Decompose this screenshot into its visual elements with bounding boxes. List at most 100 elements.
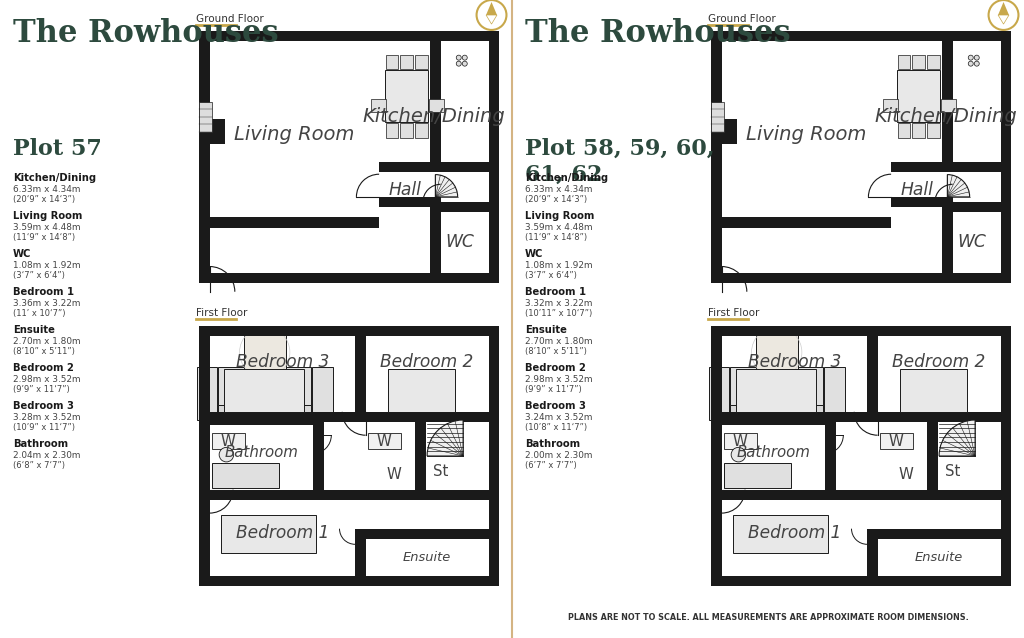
Text: W: W bbox=[899, 467, 913, 482]
Circle shape bbox=[462, 61, 467, 66]
Wedge shape bbox=[435, 175, 458, 197]
Text: Hall: Hall bbox=[900, 181, 933, 199]
Bar bbox=[730, 367, 823, 405]
Bar bbox=[371, 100, 386, 112]
Bar bbox=[867, 336, 878, 422]
Bar bbox=[197, 367, 217, 420]
Polygon shape bbox=[486, 15, 497, 24]
Text: 3.32m x 3.22m: 3.32m x 3.22m bbox=[524, 299, 592, 308]
Circle shape bbox=[457, 55, 461, 60]
Text: WC: WC bbox=[956, 234, 986, 251]
Text: Bedroom 2: Bedroom 2 bbox=[892, 353, 986, 371]
Text: St: St bbox=[945, 464, 961, 479]
Bar bbox=[199, 326, 499, 336]
Text: Bathroom: Bathroom bbox=[12, 439, 68, 449]
Text: 2.00m x 2.30m: 2.00m x 2.30m bbox=[524, 451, 592, 460]
Bar bbox=[312, 367, 333, 420]
Bar bbox=[224, 369, 304, 412]
Text: W: W bbox=[221, 434, 236, 449]
Text: First Floor: First Floor bbox=[708, 308, 759, 318]
Text: (9’9” x 11‘7”): (9’9” x 11‘7”) bbox=[12, 385, 70, 394]
Text: 6.33m x 4.34m: 6.33m x 4.34m bbox=[524, 185, 592, 194]
Bar bbox=[430, 212, 440, 272]
Bar bbox=[867, 539, 878, 575]
Bar bbox=[927, 123, 940, 138]
Bar bbox=[385, 70, 428, 122]
Text: 1.08m x 1.92m: 1.08m x 1.92m bbox=[12, 261, 81, 270]
Bar bbox=[199, 575, 499, 586]
Bar bbox=[1000, 326, 1011, 586]
Text: Kitchen/Dining: Kitchen/Dining bbox=[524, 173, 608, 183]
Text: (20‘9” x 14‘3”): (20‘9” x 14‘3”) bbox=[12, 195, 75, 204]
Circle shape bbox=[219, 447, 233, 462]
Bar bbox=[355, 529, 488, 539]
Bar bbox=[379, 197, 440, 207]
Bar bbox=[415, 55, 428, 69]
Wedge shape bbox=[947, 175, 970, 197]
Bar bbox=[736, 369, 816, 412]
Text: Ensuite: Ensuite bbox=[12, 325, 54, 335]
Text: 3.59m x 4.48m: 3.59m x 4.48m bbox=[12, 223, 81, 232]
Bar bbox=[730, 405, 823, 420]
Bar bbox=[313, 422, 324, 500]
Text: 2.70m x 1.80m: 2.70m x 1.80m bbox=[12, 337, 81, 346]
Text: 3.59m x 4.48m: 3.59m x 4.48m bbox=[524, 223, 593, 232]
Bar bbox=[199, 31, 499, 41]
Bar bbox=[429, 100, 444, 112]
Circle shape bbox=[974, 61, 979, 66]
Text: (11‘9” x 14‘8”): (11‘9” x 14‘8”) bbox=[524, 233, 587, 242]
Text: Kitchen/Dining: Kitchen/Dining bbox=[874, 107, 1017, 126]
Bar bbox=[386, 123, 398, 138]
Bar bbox=[488, 326, 499, 586]
Text: Bathroom: Bathroom bbox=[524, 439, 580, 449]
Polygon shape bbox=[486, 2, 497, 15]
Text: Plot 58, 59, 60,
61, 62: Plot 58, 59, 60, 61, 62 bbox=[524, 138, 715, 186]
Text: 3.36m x 3.22m: 3.36m x 3.22m bbox=[12, 299, 80, 308]
Text: Bedroom 2: Bedroom 2 bbox=[380, 353, 474, 371]
Bar bbox=[867, 529, 1000, 539]
Bar bbox=[212, 433, 245, 449]
Bar bbox=[199, 326, 210, 586]
Bar bbox=[400, 123, 413, 138]
Text: 2.04m x 2.30m: 2.04m x 2.30m bbox=[12, 451, 80, 460]
Bar bbox=[942, 41, 952, 172]
Text: Bedroom 3: Bedroom 3 bbox=[524, 401, 586, 411]
Text: (11’ x 10‘7”): (11’ x 10‘7”) bbox=[12, 309, 66, 318]
Wedge shape bbox=[939, 420, 975, 456]
Text: WC: WC bbox=[12, 249, 31, 259]
Bar bbox=[724, 463, 791, 487]
Text: First Floor: First Floor bbox=[196, 308, 247, 318]
Text: Bedroom 1: Bedroom 1 bbox=[748, 524, 841, 542]
Polygon shape bbox=[998, 15, 1009, 24]
Circle shape bbox=[969, 55, 973, 60]
Text: (9’9” x 11‘7”): (9’9” x 11‘7”) bbox=[524, 385, 582, 394]
Text: WC: WC bbox=[444, 234, 474, 251]
Text: W: W bbox=[889, 434, 903, 449]
Bar bbox=[824, 367, 845, 420]
Polygon shape bbox=[998, 2, 1009, 15]
Bar bbox=[709, 367, 729, 420]
Text: (8’10” x 5’11”): (8’10” x 5’11”) bbox=[524, 347, 587, 356]
Text: Bedroom 1: Bedroom 1 bbox=[12, 287, 74, 297]
Text: Bedroom 1: Bedroom 1 bbox=[236, 524, 329, 542]
Bar bbox=[218, 405, 311, 420]
Text: 2.98m x 3.52m: 2.98m x 3.52m bbox=[524, 375, 593, 384]
Bar bbox=[722, 412, 1000, 422]
Bar bbox=[825, 422, 836, 500]
Text: Ensuite: Ensuite bbox=[915, 551, 964, 564]
Text: (11‘9” x 14‘8”): (11‘9” x 14‘8”) bbox=[12, 233, 75, 242]
Bar bbox=[210, 412, 488, 422]
Text: W: W bbox=[387, 467, 401, 482]
Bar bbox=[218, 367, 311, 405]
Circle shape bbox=[462, 55, 467, 60]
Text: (3‘7” x 6‘4”): (3‘7” x 6‘4”) bbox=[12, 271, 65, 280]
Bar bbox=[897, 70, 940, 122]
Text: Living Room: Living Room bbox=[234, 125, 354, 144]
Text: (10’9” x 11‘7”): (10’9” x 11‘7”) bbox=[12, 423, 75, 432]
Bar bbox=[942, 202, 1011, 212]
Bar bbox=[883, 100, 898, 112]
Bar bbox=[244, 335, 286, 369]
Bar bbox=[379, 161, 488, 172]
Bar bbox=[733, 516, 827, 553]
Bar bbox=[210, 119, 225, 144]
